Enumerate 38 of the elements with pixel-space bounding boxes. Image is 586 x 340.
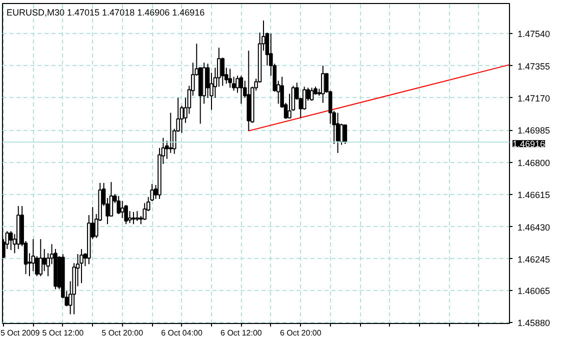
candlestick [9,230,13,251]
candlestick [135,210,140,222]
candlestick [38,238,43,277]
x-tick-label: 5 Oct 20:00 [102,328,144,338]
y-tick-label: 1.47540 [518,29,550,40]
candlestick [80,248,84,284]
ref-line-label: 1.46916 [512,139,546,150]
text: EURUSD,M30 1.47015 1.47018 1.46906 1.46916 [6,8,205,18]
candlestick [310,87,314,102]
y-tick-label: 1.46430 [518,222,550,232]
x-tick-label: 6 Oct 04:00 [161,328,204,338]
candlestick [336,112,340,154]
candlestick [120,200,124,219]
x-tick-label: 6 Oct 20:00 [280,328,322,338]
candlestick [168,112,173,154]
candlestick [236,75,240,94]
y-tick-label: 1.47355 [518,61,550,72]
y-tick-label: 1.45880 [518,318,550,328]
candlestick [239,75,244,104]
y-tick-label: 1.46800 [518,158,550,168]
candlestick [124,204,128,225]
candlestick [220,57,225,86]
candlestick [132,211,136,225]
candlestick [302,86,306,110]
x-tick-label: 6 Oct 12:00 [220,328,262,338]
candlestick [340,123,344,146]
candlestick [31,238,36,272]
y-tick-label: 1.47170 [518,93,550,104]
candlestick [42,248,46,272]
candlestick [321,65,325,104]
y-tick-label: 1.46985 [518,126,550,136]
x-tick-label: 5 Oct 2009 [0,328,40,338]
x-tick-label: 5 Oct 12:00 [42,328,84,338]
candlestick [228,68,232,88]
y-tick-label: 1.46245 [518,254,550,264]
y-tick-label: 1.46615 [518,190,550,200]
y-tick-label: 1.46065 [518,286,550,296]
candlestick [116,195,121,215]
